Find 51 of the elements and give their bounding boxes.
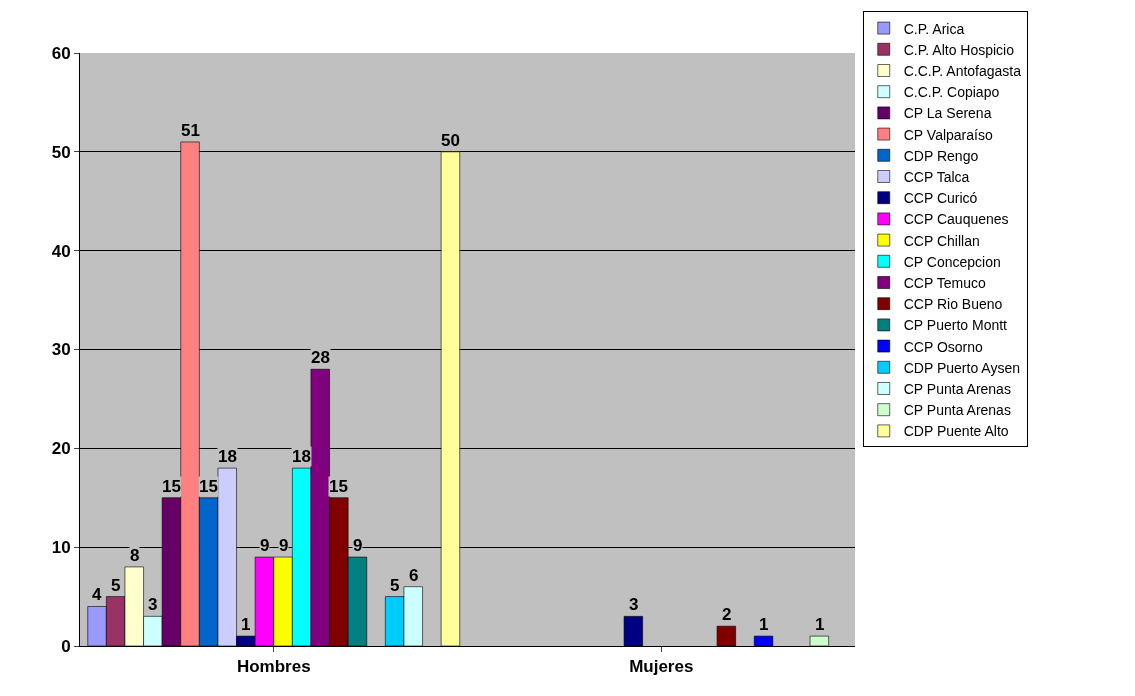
legend-label: CCP Chillan (903, 232, 980, 249)
x-tick-label: Hombres (236, 657, 311, 677)
legend-label: C.P. Arica (903, 20, 965, 37)
legend-label: C.C.P. Copiapo (903, 84, 1000, 101)
y-tick-label: 40 (51, 241, 71, 261)
legend-label: CCP Cauquenes (903, 211, 1009, 228)
y-tick-label: 20 (51, 439, 71, 459)
y-tick-label: 0 (61, 636, 71, 656)
legend-label: CP La Serena (903, 105, 992, 122)
legend-label: CDP Rengo (903, 147, 979, 164)
legend-label: C.C.P. Antofagasta (903, 62, 1022, 79)
legend-label: CP Concepcion (903, 253, 1001, 270)
data-label: 1 (759, 615, 769, 634)
data-label: 9 (353, 536, 363, 555)
data-label: 28 (311, 348, 330, 367)
legend-label: CP Puerto Montt (903, 317, 1008, 334)
data-label: 18 (292, 447, 311, 466)
data-label: 15 (162, 477, 181, 496)
data-label: 1 (815, 615, 825, 634)
data-label: 3 (629, 595, 639, 614)
legend-label: CDP Puente Alto (903, 423, 1009, 440)
legend-label: CDP Puerto Aysen (903, 359, 1020, 376)
data-label: 18 (218, 447, 237, 466)
data-label: 2 (722, 605, 732, 624)
y-tick-label: 10 (51, 538, 71, 558)
legend-label: CCP Curicó (903, 190, 978, 207)
data-label: 9 (260, 536, 270, 555)
data-label: 15 (199, 477, 218, 496)
data-label: 5 (390, 576, 400, 595)
legend-label: CCP Osorno (903, 338, 984, 355)
legend-label: C.P. Alto Hospicio (903, 41, 1015, 58)
legend-label: CCP Temuco (903, 274, 986, 291)
legend-label: CP Valparaíso (903, 126, 993, 143)
data-label: 8 (130, 546, 140, 565)
legend-label: CP Punta Arenas (903, 402, 1011, 419)
y-tick-label: 60 (51, 43, 71, 63)
data-label: 1 (241, 615, 251, 634)
legend-label: CP Punta Arenas (903, 380, 1011, 397)
y-tick-label: 30 (51, 340, 71, 360)
data-label: 5 (111, 576, 121, 595)
data-label: 51 (181, 121, 200, 140)
y-tick-label: 50 (51, 142, 71, 162)
data-label: 50 (441, 131, 460, 150)
legend-label: CCP Rio Bueno (903, 296, 1003, 313)
legend-label: CCP Talca (903, 168, 970, 185)
data-label: 15 (329, 477, 348, 496)
data-label: 6 (409, 566, 419, 585)
x-tick-label: Mujeres (629, 657, 694, 677)
data-label: 4 (92, 585, 102, 604)
data-label: 9 (279, 536, 289, 555)
data-label: 3 (148, 595, 158, 614)
